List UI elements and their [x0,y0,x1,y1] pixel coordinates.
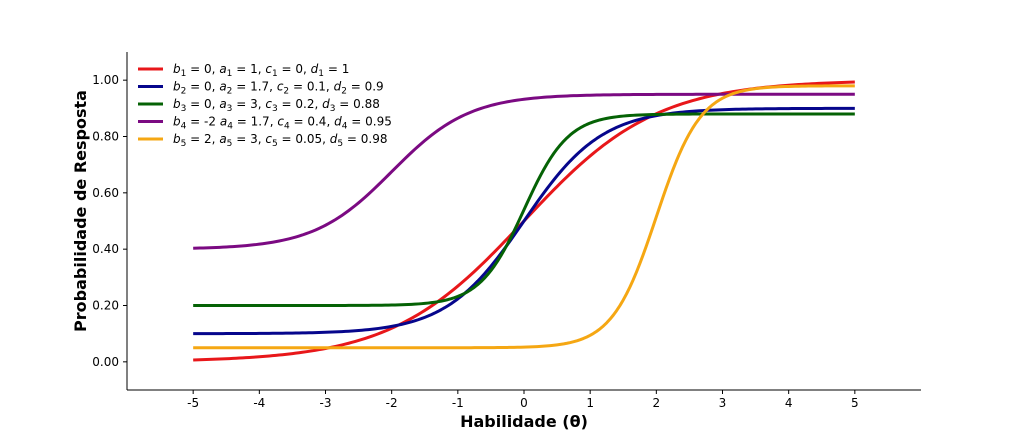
y-tick-label: 1.00 [92,73,119,87]
x-tick-label: -1 [452,396,464,410]
x-tick-label: -4 [253,396,265,410]
y-tick-label: 0.40 [92,242,119,256]
y-ticks: 0.00 0.20 0.40 0.60 0.80 1.00 [92,73,127,369]
legend-label: b4 = -2 a4 = 1.7, c4 = 0.4, d4 = 0.95 [173,115,392,132]
series-line-3 [193,112,855,307]
x-tick-label: -2 [386,396,398,410]
legend-item-1: b1 = 0, a1 = 1, c1 = 0, d1 = 1 [138,62,349,79]
x-tick-label: -3 [320,396,332,410]
x-tick-label: 3 [719,396,727,410]
legend-label: b1 = 0, a1 = 1, c1 = 0, d1 = 1 [173,62,349,79]
x-tick-label: -5 [187,396,199,410]
x-tick-label: 5 [851,396,859,410]
legend-item-2: b2 = 0, a2 = 1.7, c2 = 0.1, d2 = 0.9 [138,80,384,97]
y-tick-label: 0.80 [92,130,119,144]
x-tick-label: 1 [586,396,594,410]
y-tick-label: 0.00 [92,355,119,369]
series-line-4 [193,92,855,250]
legend: b1 = 0, a1 = 1, c1 = 0, d1 = 1b2 = 0, a2… [138,62,392,149]
x-tick-label: 2 [653,396,661,410]
x-tick-label: 0 [520,396,528,410]
legend-item-3: b3 = 0, a3 = 3, c3 = 0.2, d3 = 0.88 [138,97,380,114]
y-tick-label: 0.20 [92,299,119,313]
legend-item-4: b4 = -2 a4 = 1.7, c4 = 0.4, d4 = 0.95 [138,115,392,132]
legend-item-5: b5 = 2, a5 = 3, c5 = 0.05, d5 = 0.98 [138,132,388,149]
series-line-2 [193,106,855,336]
series-curves [193,80,855,362]
legend-label: b5 = 2, a5 = 3, c5 = 0.05, d5 = 0.98 [173,132,388,149]
legend-label: b3 = 0, a3 = 3, c3 = 0.2, d3 = 0.88 [173,97,380,114]
x-ticks: -5 -4 -3 -2 -1 0 1 2 3 4 5 [187,390,859,410]
y-tick-label: 0.60 [92,186,119,200]
x-axis-label: Habilidade (θ) [460,412,588,431]
y-axis-label: Probabilidade de Resposta [71,90,90,332]
x-tick-label: 4 [785,396,793,410]
legend-label: b2 = 0, a2 = 1.7, c2 = 0.1, d2 = 0.9 [173,80,384,97]
series-line-5 [193,84,855,350]
